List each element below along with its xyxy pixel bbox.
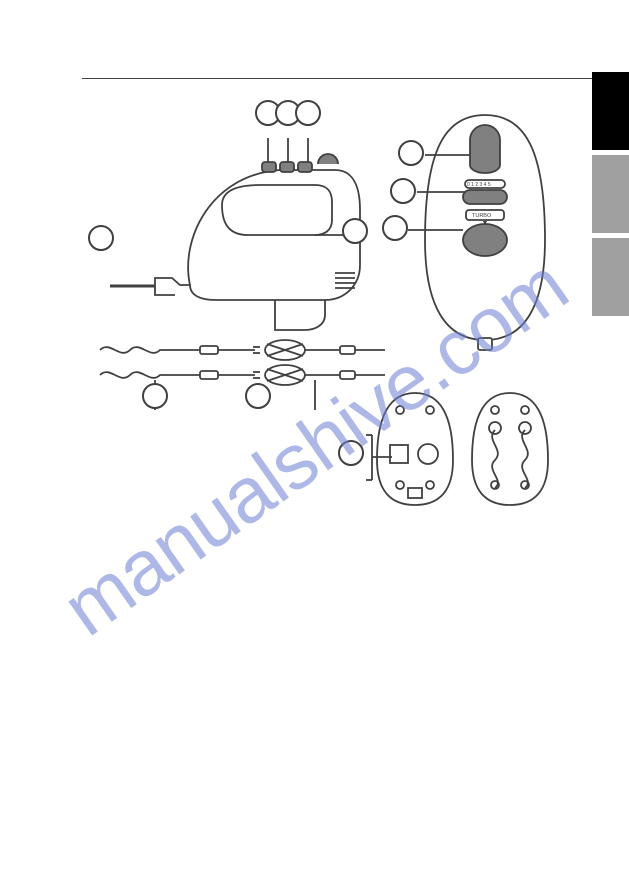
callout-3 — [295, 100, 321, 126]
callout-5 — [390, 178, 416, 204]
page-tab-1 — [592, 72, 629, 150]
callout-7 — [88, 225, 114, 251]
callout-4 — [398, 140, 424, 166]
product-diagram: 0 1 2 3 4 5 TURBO — [80, 90, 595, 510]
callout-10 — [245, 383, 271, 409]
diagram-svg: 0 1 2 3 4 5 TURBO — [80, 90, 595, 510]
callout-6 — [382, 215, 408, 241]
callout-8 — [342, 218, 368, 244]
speed-marks-label: 0 1 2 3 4 5 — [467, 182, 491, 188]
page-tab-2 — [592, 155, 629, 233]
header-rule — [82, 78, 592, 79]
callout-9 — [142, 383, 168, 409]
turbo-label: TURBO — [472, 213, 492, 219]
callout-11 — [338, 440, 364, 466]
page-tab-3 — [592, 238, 629, 316]
manual-page: 0 1 2 3 4 5 TURBO — [0, 0, 629, 893]
